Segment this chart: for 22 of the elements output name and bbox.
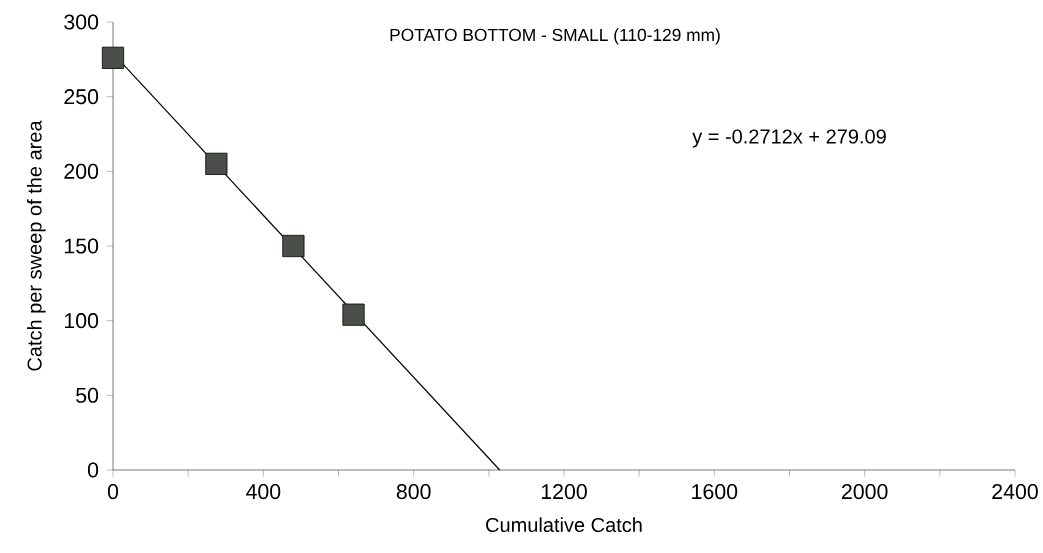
y-tick-label: 200 bbox=[64, 163, 99, 179]
point bbox=[101, 46, 125, 69]
y-tick-label: 150 bbox=[65, 238, 99, 254]
y-tick-label: 0 bbox=[87, 462, 99, 478]
x-tick-label: 1600 bbox=[692, 484, 738, 500]
y-tick-label: 100 bbox=[65, 313, 99, 329]
y-tick-label: 300 bbox=[64, 14, 99, 30]
x-tick-label: 2400 bbox=[992, 484, 1038, 500]
annotation: y = -0.2712x + 279.09 bbox=[692, 129, 886, 148]
point bbox=[342, 303, 365, 326]
chart-title: POTATO BOTTOM - SMALL (110-129 mm) bbox=[390, 28, 720, 45]
x-tick-label: 1200 bbox=[541, 484, 587, 500]
x-tick-label: 0 bbox=[107, 484, 119, 500]
point bbox=[282, 234, 305, 258]
x-axis-title: Cumulative Catch bbox=[486, 517, 642, 533]
y-tick-label: 50 bbox=[76, 387, 99, 403]
point bbox=[205, 152, 228, 175]
y-tick-label: 250 bbox=[64, 89, 99, 105]
y-axis-title: Catch per sweep of the area bbox=[26, 120, 46, 371]
x-tick-label: 400 bbox=[246, 484, 281, 500]
x-tick-label: 2000 bbox=[842, 484, 888, 500]
x-tick-label: 800 bbox=[396, 484, 431, 500]
